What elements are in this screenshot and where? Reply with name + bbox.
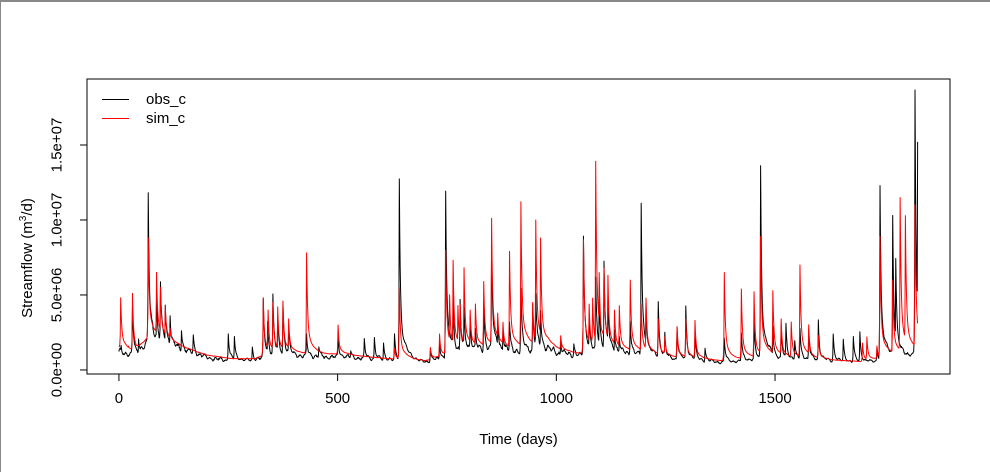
legend-label: obs_c — [146, 91, 187, 108]
y-tick-label: 1.0e+07 — [49, 193, 66, 248]
y-tick-label: 0.0e+00 — [49, 343, 66, 398]
legend-label: sim_c — [146, 110, 186, 127]
y-tick-label: 1.5e+07 — [49, 118, 66, 173]
x-axis: 0 500 1000 1500 — [115, 374, 792, 407]
y-axis: 0.0e+00 5.0e+06 1.0e+07 1.5e+07 — [49, 118, 87, 398]
plot-box — [86, 78, 951, 375]
legend-line-sample — [102, 118, 129, 119]
x-tick-label: 0 — [115, 390, 123, 407]
window-frame-left — [0, 0, 1, 472]
legend-line-sample — [102, 99, 129, 100]
x-tick-label: 1000 — [540, 390, 573, 407]
window-frame-top — [0, 0, 990, 2]
legend-item-sim_c: sim_c — [102, 109, 186, 128]
series-line-sim_c — [118, 160, 919, 362]
x-tick-label: 1500 — [758, 390, 791, 407]
y-axis-title-superscript: 3 — [18, 215, 29, 222]
series-line-obs_c — [118, 89, 919, 365]
x-tick-label: 500 — [325, 390, 350, 407]
legend: obs_c sim_c — [102, 90, 186, 128]
x-axis-title: Time (days) — [479, 431, 558, 448]
y-axis-title: Streamflow (m3/d) — [18, 198, 36, 318]
legend-item-obs_c: obs_c — [102, 90, 186, 109]
y-tick-label: 5.0e+06 — [49, 268, 66, 323]
